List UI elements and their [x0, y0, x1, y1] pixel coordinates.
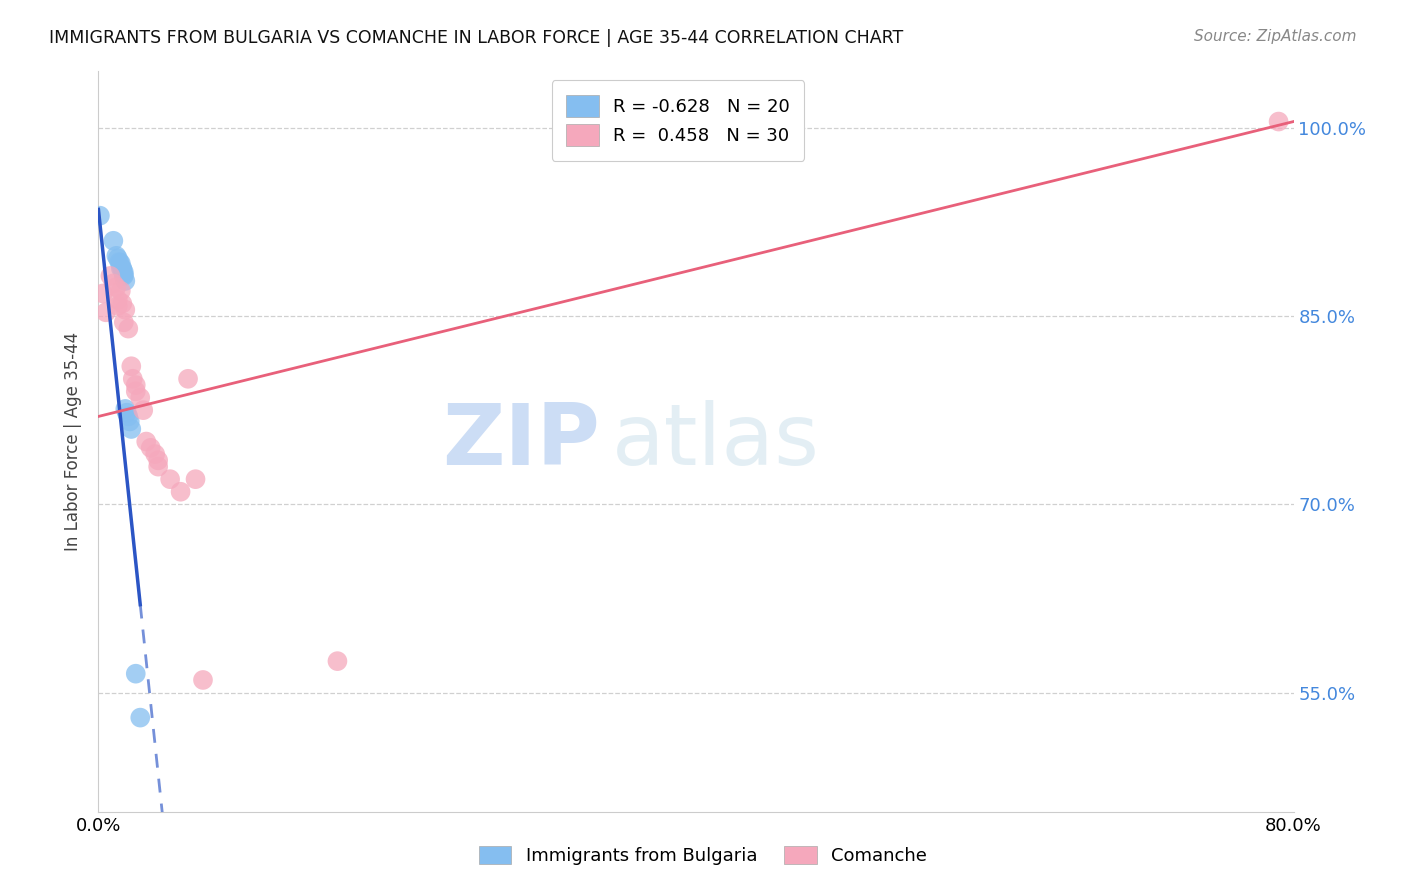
Point	[125, 666, 148, 681]
Point	[326, 654, 349, 668]
Point	[125, 384, 148, 399]
Point	[107, 299, 129, 313]
Point	[98, 268, 122, 283]
Point	[148, 453, 170, 467]
Point	[112, 268, 135, 283]
Point	[1267, 114, 1289, 128]
Point	[103, 277, 125, 291]
Point	[159, 472, 181, 486]
Legend: R = -0.628   N = 20, R =  0.458   N = 30: R = -0.628 N = 20, R = 0.458 N = 30	[551, 80, 804, 161]
Point	[105, 249, 128, 263]
Point	[89, 209, 111, 223]
Point	[139, 441, 162, 455]
Point	[117, 409, 139, 424]
Point	[115, 406, 138, 420]
Text: ZIP: ZIP	[443, 400, 600, 483]
Point	[184, 472, 207, 486]
Point	[120, 422, 142, 436]
Point	[112, 268, 135, 282]
Point	[107, 252, 129, 266]
Text: atlas: atlas	[613, 400, 820, 483]
Point	[132, 403, 155, 417]
Point	[105, 280, 128, 294]
Point	[91, 286, 114, 301]
Point	[121, 372, 143, 386]
Point	[114, 302, 136, 317]
Point	[120, 359, 142, 374]
Point	[114, 401, 136, 416]
Point	[107, 293, 129, 307]
Point	[110, 261, 132, 276]
Point	[118, 414, 141, 428]
Point	[111, 262, 134, 277]
Point	[94, 305, 117, 319]
Text: IMMIGRANTS FROM BULGARIA VS COMANCHE IN LABOR FORCE | AGE 35-44 CORRELATION CHAR: IMMIGRANTS FROM BULGARIA VS COMANCHE IN …	[49, 29, 904, 46]
Point	[129, 391, 152, 405]
Point	[148, 459, 170, 474]
Point	[177, 372, 200, 386]
Point	[111, 261, 134, 276]
Point	[135, 434, 157, 449]
Point	[191, 673, 214, 687]
Point	[143, 447, 166, 461]
Point	[111, 296, 134, 310]
Point	[117, 321, 139, 335]
Point	[125, 378, 148, 392]
Legend: Immigrants from Bulgaria, Comanche: Immigrants from Bulgaria, Comanche	[471, 838, 935, 872]
Point	[169, 484, 191, 499]
Point	[112, 315, 135, 329]
Point	[110, 284, 132, 298]
Y-axis label: In Labor Force | Age 35-44: In Labor Force | Age 35-44	[65, 332, 83, 551]
Point	[103, 234, 125, 248]
Point	[110, 256, 132, 270]
Point	[108, 255, 131, 269]
Text: Source: ZipAtlas.com: Source: ZipAtlas.com	[1194, 29, 1357, 44]
Point	[129, 710, 152, 724]
Point	[114, 274, 136, 288]
Point	[112, 265, 135, 279]
